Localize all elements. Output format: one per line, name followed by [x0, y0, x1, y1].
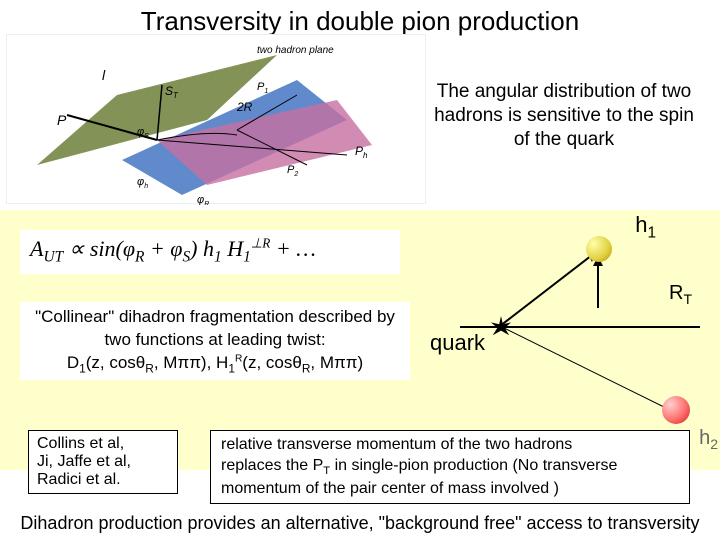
collinear-line2: two functions at leading twist: [28, 329, 402, 352]
authors-l1: Collins et al, [37, 435, 169, 453]
planes-diagram: l ST P 2R P1 P2 Ph φh φR φS two hadron p… [6, 34, 426, 204]
authors-l2: Ji, Jaffe et al, [37, 453, 169, 471]
p-label: P [57, 112, 67, 128]
p1-label: P1 [257, 81, 268, 95]
two-hadron-plane-label: two hadron plane [257, 45, 334, 56]
quark-label: quark [430, 330, 485, 356]
hadron-2-icon [662, 396, 690, 424]
planes-svg: l ST P 2R P1 P2 Ph φh φR φS two hadron p… [7, 35, 427, 205]
lepton-label: l [102, 67, 106, 83]
r-label: 2R [236, 100, 253, 114]
h1-letter: h [635, 212, 647, 237]
bottom-row: Collins et al, Ji, Jaffe et al, Radici e… [0, 430, 720, 500]
authors-l3: Radici et al. [37, 471, 169, 489]
hadron-1-icon [586, 236, 612, 262]
reltrans-l3: momentum of the pair center of mass invo… [221, 479, 679, 500]
authors-box: Collins et al, Ji, Jaffe et al, Radici e… [28, 430, 178, 494]
collinear-description: "Collinear" dihadron fragmentation descr… [20, 302, 410, 380]
page-title: Transversity in double pion production [0, 0, 720, 37]
rt-sub: T [683, 291, 692, 307]
phir-label: φR [197, 194, 209, 205]
reltrans-l2: replaces the PT in single-pion productio… [221, 456, 679, 479]
phih-label: φh [137, 176, 148, 190]
relative-transverse-box: relative transverse momentum of the two … [210, 430, 690, 504]
asymmetry-formula: AUT ∝ sin(φR + φS) h1 H1⊥R + … [20, 230, 400, 274]
collinear-line3: D1(z, cosθR, Mππ), H1R(z, cosθR, Mππ) [28, 352, 402, 376]
h1-label: h1 [635, 212, 656, 242]
p2-label: P2 [287, 164, 298, 178]
collinear-line1: "Collinear" dihadron fragmentation descr… [28, 306, 402, 329]
footer-statement: Dihadron production provides an alternat… [0, 513, 720, 534]
formula-text: AUT ∝ sin(φR + φS) h1 H1⊥R + … [30, 236, 316, 261]
rt-label: RT [669, 282, 692, 307]
reltrans-l1: relative transverse momentum of the two … [221, 435, 679, 456]
angular-description: The angular distribution of two hadrons … [424, 80, 704, 151]
h1-sub: 1 [647, 224, 656, 241]
rt-letter: R [669, 282, 683, 304]
